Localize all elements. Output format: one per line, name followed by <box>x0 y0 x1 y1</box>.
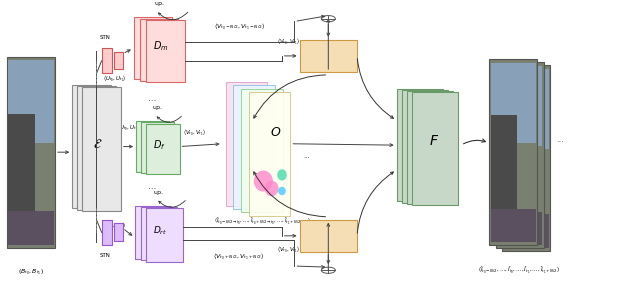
Bar <box>115 52 122 69</box>
Text: $\langle V_{t_0},V_{t_1}\rangle$: $\langle V_{t_0},V_{t_1}\rangle$ <box>276 244 300 255</box>
Text: $\langle V_{t_0},V_{t_1}\rangle$: $\langle V_{t_0},V_{t_1}\rangle$ <box>276 37 300 48</box>
Bar <box>77 86 116 209</box>
Text: $D_f$: $D_f$ <box>153 138 166 152</box>
Text: ···: ··· <box>556 139 564 147</box>
Ellipse shape <box>264 181 278 196</box>
Bar <box>490 115 517 217</box>
Bar <box>72 85 111 208</box>
Text: $\mathcal{E}$: $\mathcal{E}$ <box>93 139 102 151</box>
Text: Feature
warping: Feature warping <box>316 230 341 241</box>
Text: $O$: $O$ <box>269 126 281 139</box>
Bar <box>234 85 275 209</box>
Text: $D_{rt}$: $D_{rt}$ <box>153 224 167 237</box>
Bar <box>115 223 122 241</box>
Bar <box>503 69 548 148</box>
Bar <box>141 122 174 173</box>
Text: $F$: $F$ <box>429 134 439 148</box>
Ellipse shape <box>277 169 287 180</box>
Bar <box>300 40 357 72</box>
Bar <box>102 48 113 74</box>
Bar <box>503 214 548 248</box>
Bar <box>490 209 536 242</box>
Bar <box>497 118 524 220</box>
Text: $(\hat{I}_{t_0-N/2},\ldots,\hat{I}_{t_0},\ldots,\hat{I}_{t_1},\ldots,\hat{I}_{t_: $(\hat{I}_{t_0-N/2},\ldots,\hat{I}_{t_0}… <box>479 265 561 276</box>
Bar <box>397 89 443 201</box>
Bar <box>495 62 543 248</box>
Ellipse shape <box>253 170 273 192</box>
Text: $(B_{t_0},B_{t_1})$: $(B_{t_0},B_{t_1})$ <box>18 267 44 277</box>
Bar <box>249 92 291 216</box>
Bar <box>7 57 55 248</box>
Bar <box>490 63 536 143</box>
Bar <box>241 89 283 212</box>
Bar <box>226 82 268 205</box>
Bar <box>503 121 530 223</box>
Text: up.: up. <box>152 105 162 110</box>
Bar <box>402 90 448 203</box>
Text: $\langle V_{t_0},V_{t_1}\rangle$: $\langle V_{t_0},V_{t_1}\rangle$ <box>182 128 206 138</box>
Bar <box>135 205 172 259</box>
Bar <box>83 87 121 211</box>
Text: STN: STN <box>100 35 111 40</box>
Text: $\langle U_{t_0},U_{t_1}\rangle$: $\langle U_{t_0},U_{t_1}\rangle$ <box>116 122 140 133</box>
Bar <box>407 91 453 203</box>
Bar <box>140 19 178 80</box>
Text: STN: STN <box>100 253 111 258</box>
Text: Feature
warping: Feature warping <box>316 50 341 61</box>
Text: ···: ··· <box>303 155 310 161</box>
Bar <box>8 114 35 219</box>
Bar <box>497 66 542 146</box>
Bar <box>489 59 537 245</box>
Bar <box>8 211 54 245</box>
Text: $\langle V_{t_0-N/2},V_{t_1-N/2}\rangle$: $\langle V_{t_0-N/2},V_{t_1-N/2}\rangle$ <box>214 22 265 32</box>
Bar <box>147 20 184 82</box>
Bar <box>134 17 172 79</box>
Bar <box>497 211 542 245</box>
Bar <box>102 220 113 245</box>
Circle shape <box>321 267 335 273</box>
Bar <box>136 121 170 172</box>
Bar <box>300 220 357 252</box>
Bar <box>147 123 179 174</box>
Ellipse shape <box>278 187 286 195</box>
Circle shape <box>321 16 335 22</box>
Bar <box>8 60 54 142</box>
Bar <box>141 207 177 260</box>
Text: up.: up. <box>154 1 164 6</box>
Text: $\langle\hat{I}_{t_0-N/2\to t_0},\ldots,\hat{I}_{t_0+N/2\to t_0},\ldots,\hat{I}_: $\langle\hat{I}_{t_0-N/2\to t_0},\ldots,… <box>214 215 311 227</box>
Text: up.: up. <box>154 190 164 195</box>
Text: $\langle V_{t_0+N/2},V_{t_1+N/2}\rangle$: $\langle V_{t_0+N/2},V_{t_1+N/2}\rangle$ <box>213 252 264 262</box>
Text: $D_m$: $D_m$ <box>152 39 168 53</box>
Bar <box>147 208 182 262</box>
Text: $\langle U_{t_0},U_{t_1}\rangle$: $\langle U_{t_0},U_{t_1}\rangle$ <box>103 74 127 84</box>
Bar <box>412 92 458 205</box>
Text: ⋯: ⋯ <box>148 184 157 193</box>
Text: ⋯: ⋯ <box>148 96 157 105</box>
Text: $\langle U_{t_0},U_{t_1}\rangle$: $\langle U_{t_0},U_{t_1}\rangle$ <box>103 220 127 231</box>
Bar <box>502 65 550 251</box>
